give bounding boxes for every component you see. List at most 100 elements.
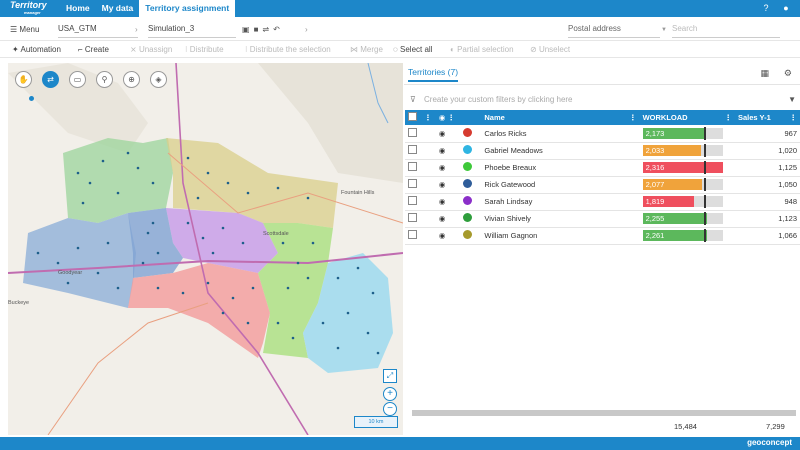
eye-icon[interactable]: ◉ [438,146,446,155]
tab-home[interactable]: Home [66,3,90,13]
layers-tool-button[interactable]: ◈ [150,71,167,88]
visibility-toggle[interactable]: ◉ [435,210,460,228]
table-row[interactable]: ◉ Gabriel Meadows 2,033 1,020 [405,142,800,160]
tab-territory-assignment[interactable]: Territory assignment [139,0,236,17]
select-all-button[interactable]: ◌ Select all [393,45,433,54]
visibility-toggle[interactable]: ◉ [435,193,460,211]
comment-tool-button[interactable]: ▭ [69,71,86,88]
row-checkbox-cell[interactable] [405,193,422,211]
visibility-toggle[interactable]: ◉ [435,142,460,160]
territory-color-swatch[interactable] [462,213,472,222]
automation-button[interactable]: ✦ Automation [12,45,61,54]
table-row[interactable]: ◉ Carlos Ricks 2,173 967 [405,125,800,143]
table-row[interactable]: ◉ Phoebe Breaux 2,316 1,125 [405,159,800,177]
save-icon[interactable]: ▣ [242,25,254,34]
search-input[interactable]: Search [672,22,780,38]
distribute-selection-button[interactable]: ⁝ Distribute the selection [245,45,331,54]
row-checkbox-cell[interactable] [405,159,422,177]
horizontal-scrollbar[interactable] [412,410,796,416]
row-checkbox[interactable] [408,127,417,137]
eye-icon[interactable]: ◉ [438,214,446,223]
map-canvas[interactable]: Fountain Hills Goodyear Buckeye Scottsda… [8,63,403,435]
territory-color-swatch[interactable] [462,127,472,137]
territory-william-gagnon[interactable] [166,138,338,228]
territory-color-swatch[interactable] [462,196,472,205]
column-menu-icon[interactable]: ⋮ [789,113,798,122]
row-checkbox[interactable] [408,230,417,239]
share-icon[interactable]: ⇌ [262,25,274,34]
header-menu-icon[interactable]: ⋮ [421,110,436,125]
merge-button[interactable]: ⋈ Merge [350,45,383,54]
undo-icon[interactable]: ↶ [273,25,284,34]
territories-tab[interactable]: Territories (7) [408,67,459,82]
location-tool-button[interactable]: ⚲ [96,71,113,88]
unselect-button[interactable]: ⊘ Unselect [530,45,571,54]
eye-icon[interactable]: ◉ [438,180,446,189]
row-checkbox[interactable] [408,145,417,154]
grid-view-icon[interactable]: ▦ [760,68,769,78]
column-menu-icon[interactable]: ⋮ [629,113,637,122]
simulation-select[interactable]: Simulation_3 [148,22,236,38]
visibility-toggle[interactable]: ◉ [435,176,460,194]
territory-rick-gatewood-east[interactable] [128,208,183,278]
distribute-button[interactable]: ⁝ Distribute [185,45,224,54]
custom-filter-bar[interactable]: ⊽ Create your custom filters by clicking… [404,93,800,107]
table-row[interactable]: ◉ Sarah Lindsay 1,819 948 [405,193,800,211]
menu-button[interactable]: ☰ Menu [10,25,40,34]
tab-my-data[interactable]: My data [101,3,134,13]
help-icon[interactable]: ? [763,3,769,13]
visibility-header[interactable]: ◉ ⋮ [435,110,460,125]
filter-icon[interactable]: ▼ [788,95,796,104]
sales-column-header[interactable]: Sales Y-1 ⋮ [734,110,800,125]
settings-gear-icon[interactable]: ⚙ [783,68,792,78]
row-checkbox[interactable] [408,196,417,205]
zoom-tool-button[interactable]: ⊕ [123,71,140,88]
row-checkbox[interactable] [408,162,417,171]
row-checkbox[interactable] [408,179,417,188]
eye-icon[interactable]: ◉ [438,197,446,206]
visibility-toggle[interactable]: ◉ [435,227,460,245]
row-checkbox[interactable] [408,213,417,222]
territory-color-swatch[interactable] [462,179,472,188]
dataset-select[interactable]: USA_GTM [58,22,138,38]
visibility-toggle[interactable]: ◉ [435,159,460,177]
row-checkbox-cell[interactable] [405,227,422,245]
header-checkbox[interactable] [408,112,417,121]
partial-selection-button[interactable]: ◐ Partial selection [450,45,514,54]
table-row[interactable]: ◉ Vivian Shively 2,255 1,123 [405,210,800,228]
territory-color-swatch[interactable] [462,230,472,239]
territory-map[interactable]: Fountain Hills Goodyear Buckeye Scottsda… [8,63,403,435]
zoom-out-button[interactable]: − [383,402,397,416]
select-all-checkbox-header[interactable] [405,110,422,125]
row-checkbox-cell[interactable] [405,125,422,143]
fullscreen-button[interactable]: ⤢ [383,369,397,383]
territory-sarah-lindsay[interactable] [166,208,278,273]
table-row[interactable]: ◉ William Gagnon 2,261 1,066 [405,227,800,245]
folder-icon[interactable]: ■ [253,25,263,34]
name-column-header[interactable]: Name ⋮ [481,110,640,125]
eye-icon[interactable]: ◉ [438,231,446,240]
table-row[interactable]: ◉ Rick Gatewood 2,077 1,050 [405,176,800,194]
territory-carlos-ricks[interactable] [128,263,270,358]
column-menu-icon[interactable]: ⋮ [724,113,732,122]
territory-rick-gatewood[interactable] [23,213,136,308]
unassign-button[interactable]: ⨯ Unassign [130,45,173,54]
address-select[interactable]: Postal address [568,22,660,38]
row-checkbox-cell[interactable] [405,142,422,160]
pan-tool-button[interactable]: ✋ [15,71,32,88]
workload-column-header[interactable]: WORKLOAD ⋮ [639,110,735,125]
visibility-toggle[interactable]: ◉ [435,125,460,143]
territory-vivian-shively[interactable] [63,138,173,223]
eye-icon[interactable]: ◉ [438,163,446,172]
user-icon[interactable]: ● [783,3,789,13]
territory-color-swatch[interactable] [462,162,472,171]
territory-phoebe-breaux[interactable] [258,223,333,358]
zoom-in-button[interactable]: + [383,387,397,401]
assign-tool-button[interactable]: ⇄ [42,71,59,88]
eye-icon[interactable]: ◉ [438,128,446,138]
row-checkbox-cell[interactable] [405,176,422,194]
app-logo[interactable]: Territory manager [10,0,47,15]
row-checkbox-cell[interactable] [405,210,422,228]
create-button[interactable]: ⌐ Create [78,45,109,54]
territory-color-swatch[interactable] [462,145,472,154]
